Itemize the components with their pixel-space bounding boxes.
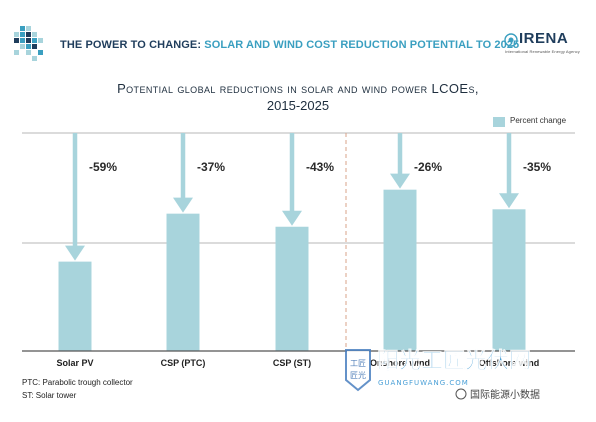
value-label-4: -35% (523, 160, 551, 174)
irena-logo-subtitle: International Renewable Energy Agency (505, 49, 580, 54)
bar-onshore-wind (383, 189, 417, 351)
category-label-1: CSP (PTC) (161, 358, 206, 368)
arrow-head-0 (65, 245, 85, 261)
value-label-1: -37% (197, 160, 225, 174)
banner-title-rest: SOLAR AND WIND COST REDUCTION POTENTIAL … (204, 39, 520, 51)
irena-globe-icon (504, 33, 518, 47)
arrow-head-2 (282, 210, 302, 226)
legend-label: Percent change (510, 116, 567, 125)
arrow-head-4 (499, 193, 519, 209)
category-label-4: Offshore wind (479, 358, 540, 368)
bar-offshore-wind (492, 209, 526, 351)
brand-pixel-logo (14, 26, 43, 61)
bar-csp-st- (275, 226, 309, 351)
legend-swatch (493, 117, 505, 127)
footnote-ptc: PTC: Parabolic trough collector (22, 378, 133, 387)
category-label-0: Solar PV (56, 358, 93, 368)
arrow-head-3 (390, 173, 410, 189)
banner-title: THE POWER TO CHANGE: SOLAR AND WIND COST… (60, 39, 519, 51)
value-label-0: -59% (89, 160, 117, 174)
chart-title-line1: Potential global reductions in solar and… (117, 81, 479, 96)
category-label-3: Onshore wind (370, 358, 430, 368)
value-label-2: -43% (306, 160, 334, 174)
banner-title-highlight: THE POWER TO CHANGE: (60, 39, 202, 51)
category-label-2: CSP (ST) (273, 358, 311, 368)
bar-csp-ptc- (166, 213, 200, 351)
footnote-st: ST: Solar tower (22, 391, 77, 400)
bar-solar-pv (58, 261, 92, 351)
irena-logo-text: IRENA (519, 30, 569, 47)
chart-title-line2: 2015-2025 (266, 98, 330, 113)
chart-title: Potential global reductions in solar and… (0, 80, 596, 114)
value-label-3: -26% (414, 160, 442, 174)
arrow-head-1 (173, 197, 193, 213)
